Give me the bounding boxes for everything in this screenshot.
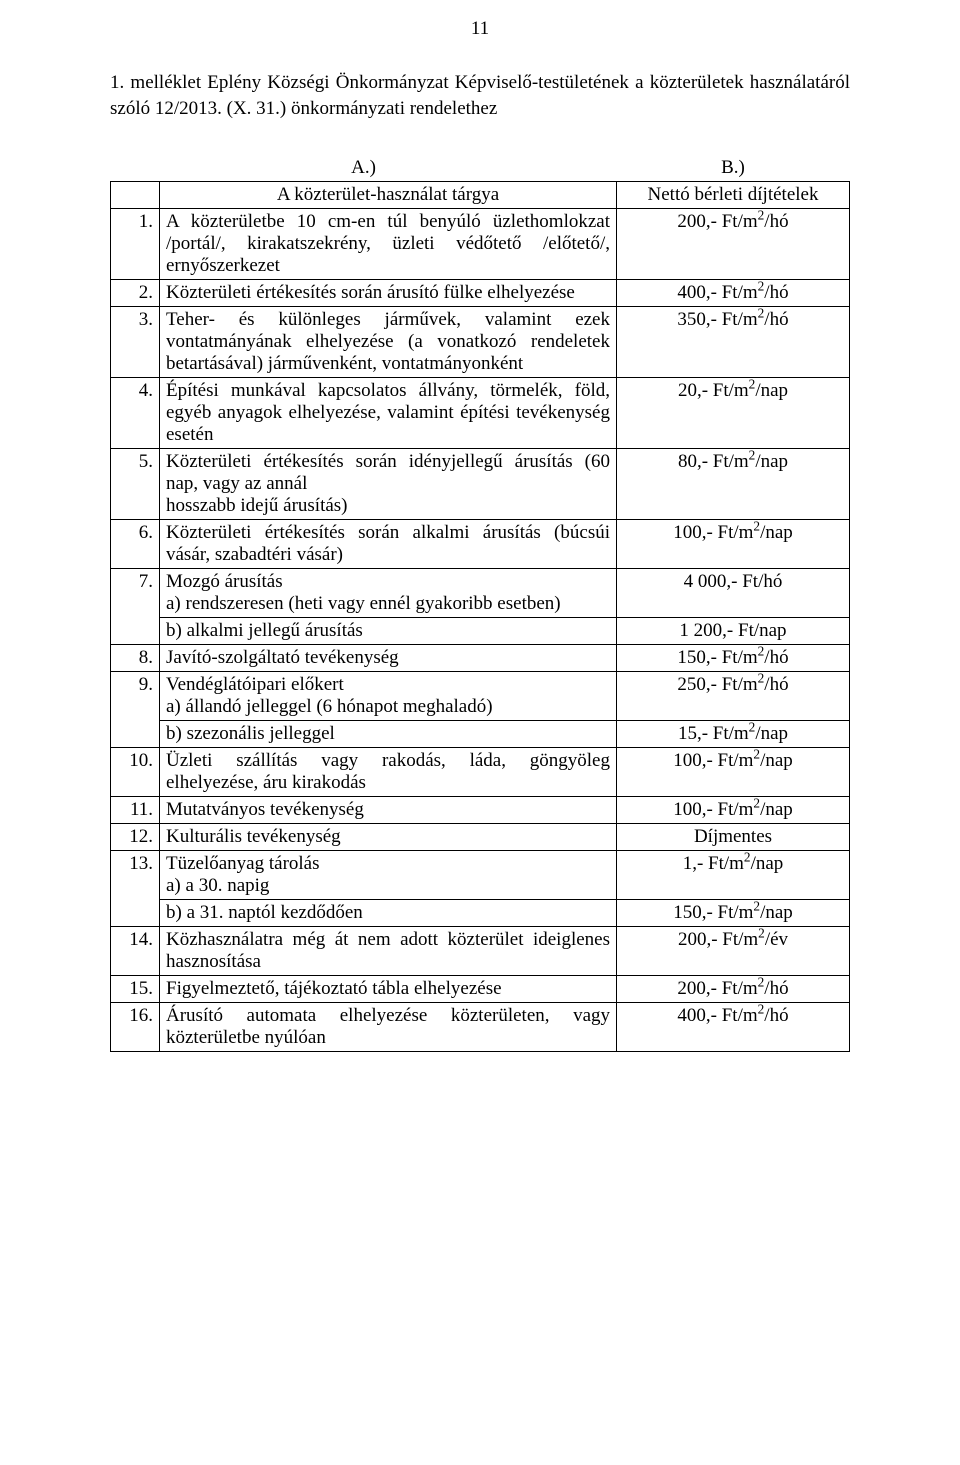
row-fee: 100,- Ft/m2/nap [617, 748, 850, 797]
row-desc-sub: b) szezonális jelleggel [160, 721, 617, 748]
table-subheader-row: A közterület-használat tárgya Nettó bérl… [111, 182, 850, 209]
row-desc: Építési munkával kapcsolatos állvány, tö… [160, 378, 617, 449]
table-row: 10.Üzleti szállítás vagy rakodás, láda, … [111, 748, 850, 797]
table-row: 11.Mutatványos tevékenység100,- Ft/m2/na… [111, 797, 850, 824]
table-row: 14.Közhasználatra még át nem adott közte… [111, 927, 850, 976]
row-number: 12. [111, 824, 160, 851]
table-header-row-ab: A.) B.) [111, 155, 850, 182]
row-fee: 100,- Ft/m2/nap [617, 520, 850, 569]
row-desc: Teher- és különleges járművek, valamint … [160, 307, 617, 378]
subhead-empty [111, 182, 160, 209]
row-fee: 400,- Ft/m2/hó [617, 1003, 850, 1052]
row-number: 10. [111, 748, 160, 797]
row-desc: Figyelmeztető, tájékoztató tábla elhelye… [160, 976, 617, 1003]
table-row: 7.Mozgó árusítása) rendszeresen (heti va… [111, 569, 850, 618]
row-desc: Közterületi értékesítés során idényjelle… [160, 449, 617, 520]
table-row: 2.Közterületi értékesítés során árusító … [111, 280, 850, 307]
row-fee: 350,- Ft/m2/hó [617, 307, 850, 378]
row-desc: Üzleti szállítás vagy rakodás, láda, gön… [160, 748, 617, 797]
row-fee: 1,- Ft/m2/nap [617, 851, 850, 900]
table-row: 3.Teher- és különleges járművek, valamin… [111, 307, 850, 378]
row-fee: Díjmentes [617, 824, 850, 851]
intro-paragraph: 1. melléklet Eplény Községi Önkormányzat… [110, 70, 850, 121]
row-number: 13. [111, 851, 160, 927]
row-desc: Közhasználatra még át nem adott közterül… [160, 927, 617, 976]
row-desc: Közterületi értékesítés során alkalmi ár… [160, 520, 617, 569]
table-row: 9.Vendéglátóipari előkerta) állandó jell… [111, 672, 850, 721]
row-fee: 15,- Ft/m2/nap [617, 721, 850, 748]
row-desc: Vendéglátóipari előkerta) állandó jelleg… [160, 672, 617, 721]
row-fee: 150,- Ft/m2/nap [617, 900, 850, 927]
row-fee: 400,- Ft/m2/hó [617, 280, 850, 307]
page-number: 11 [110, 18, 850, 40]
table-row: 4.Építési munkával kapcsolatos állvány, … [111, 378, 850, 449]
row-desc: Tüzelőanyag tárolása) a 30. napig [160, 851, 617, 900]
row-number: 11. [111, 797, 160, 824]
row-number: 3. [111, 307, 160, 378]
row-desc-sub: b) a 31. naptól kezdődően [160, 900, 617, 927]
table-row: 1.A közterületbe 10 cm-en túl benyúló üz… [111, 209, 850, 280]
row-desc-sub: b) alkalmi jellegű árusítás [160, 618, 617, 645]
subhead-b: Nettó bérleti díjtételek [617, 182, 850, 209]
table-row: 8.Javító-szolgáltató tevékenység150,- Ft… [111, 645, 850, 672]
row-fee: 200,- Ft/m2/év [617, 927, 850, 976]
row-desc: Közterületi értékesítés során árusító fü… [160, 280, 617, 307]
row-number: 6. [111, 520, 160, 569]
table-row: 6.Közterületi értékesítés során alkalmi … [111, 520, 850, 569]
row-fee: 200,- Ft/m2/hó [617, 976, 850, 1003]
table-row: b) alkalmi jellegű árusítás1 200,- Ft/na… [111, 618, 850, 645]
row-desc: Mutatványos tevékenység [160, 797, 617, 824]
row-fee: 80,- Ft/m2/nap [617, 449, 850, 520]
row-number: 9. [111, 672, 160, 748]
table-row: 5.Közterületi értékesítés során idényjel… [111, 449, 850, 520]
row-fee: 20,- Ft/m2/nap [617, 378, 850, 449]
page-root: 11 1. melléklet Eplény Községi Önkormány… [0, 0, 960, 1465]
row-fee: 200,- Ft/m2/hó [617, 209, 850, 280]
row-desc: Árusító automata elhelyezése közterülete… [160, 1003, 617, 1052]
row-number: 14. [111, 927, 160, 976]
row-number: 4. [111, 378, 160, 449]
col-b-header: B.) [617, 155, 850, 182]
row-number: 2. [111, 280, 160, 307]
row-desc: Mozgó árusítása) rendszeresen (heti vagy… [160, 569, 617, 618]
row-fee: 250,- Ft/m2/hó [617, 672, 850, 721]
row-desc: Javító-szolgáltató tevékenység [160, 645, 617, 672]
col-a-header: A.) [111, 155, 617, 182]
table-row: 12.Kulturális tevékenységDíjmentes [111, 824, 850, 851]
row-number: 7. [111, 569, 160, 645]
table-row: b) a 31. naptól kezdődően150,- Ft/m2/nap [111, 900, 850, 927]
table-row: 15.Figyelmeztető, tájékoztató tábla elhe… [111, 976, 850, 1003]
row-number: 16. [111, 1003, 160, 1052]
table-row: 16.Árusító automata elhelyezése közterül… [111, 1003, 850, 1052]
row-fee: 4 000,- Ft/hó [617, 569, 850, 618]
row-number: 1. [111, 209, 160, 280]
row-number: 15. [111, 976, 160, 1003]
table-row: b) szezonális jelleggel15,- Ft/m2/nap [111, 721, 850, 748]
table-row: 13.Tüzelőanyag tárolása) a 30. napig1,- … [111, 851, 850, 900]
row-fee: 1 200,- Ft/nap [617, 618, 850, 645]
row-desc: Kulturális tevékenység [160, 824, 617, 851]
subhead-a: A közterület-használat tárgya [160, 182, 617, 209]
row-desc: A közterületbe 10 cm-en túl benyúló üzle… [160, 209, 617, 280]
row-number: 5. [111, 449, 160, 520]
row-fee: 100,- Ft/m2/nap [617, 797, 850, 824]
row-fee: 150,- Ft/m2/hó [617, 645, 850, 672]
tariff-table: A.) B.) A közterület-használat tárgya Ne… [110, 155, 850, 1052]
row-number: 8. [111, 645, 160, 672]
